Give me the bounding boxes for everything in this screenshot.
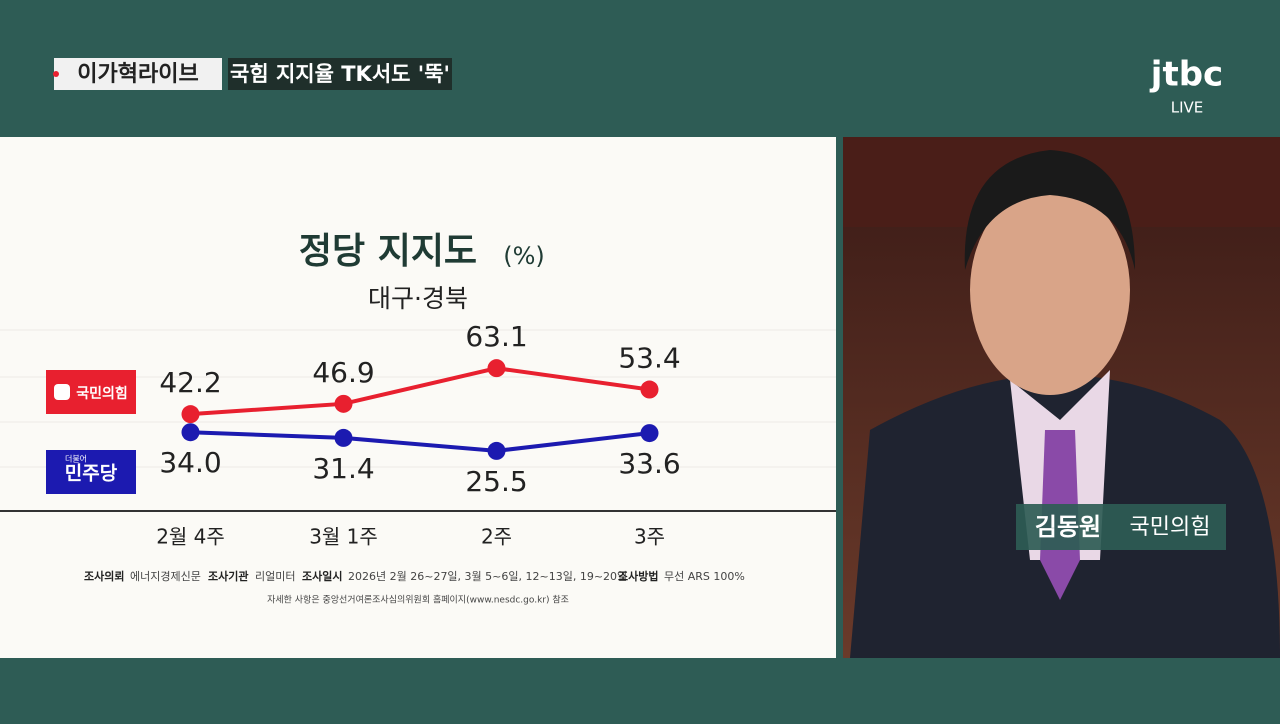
headline-box [228,58,452,90]
x-tick-label: 3주 [634,525,665,549]
legend-label: 국민의힘 [76,385,128,402]
chart-unit: (%) [503,242,545,270]
chart-subtitle: 대구·경북 [368,284,468,313]
survey-text: 에너지경제신문 [130,570,201,583]
chart-panel [0,137,836,658]
legend-note: 더불어 [65,454,87,464]
point [487,441,506,460]
legend-box [46,450,136,494]
chart-title: 정당 지지도 [299,231,477,272]
caption-affiliation: 국민의힘 [1130,515,1211,540]
value-label: 33.6 [618,447,680,480]
survey: 조사의뢰 에너지경제신문 조사기관 리얼미터 조사일시 2026년 2월 26~27일, … [84,569,745,583]
decor-lines [0,329,836,468]
caption-name: 김동원 [1035,513,1101,541]
survey-label: 조사일시 [302,569,342,583]
survey-label: 조사의뢰 [84,569,124,583]
value-label: 46.9 [312,356,374,389]
x-tick-label: 2주 [481,525,512,549]
hair [964,150,1135,270]
survey-note: 자세한 사항은 중앙선거여론조사심의위원회 홈페이지(www.nesdc.go.… [267,594,569,606]
point [181,423,200,442]
point [181,405,200,424]
x-tick-label: 3월 1주 [309,525,378,549]
dot [53,71,59,77]
caption-box [1016,504,1226,550]
headline: 국힘 지지율 TK서도 '뚝' [230,62,450,86]
program-box [54,58,222,90]
series-line [190,430,650,453]
point [640,424,659,443]
logo: jtbc [1149,55,1223,95]
survey-text: 무선 ARS 100% [664,570,745,583]
survey-text: 2026년 2월 26~27일, 3월 5~6일, 12~13일, 19~20일 [348,569,627,583]
survey-label: 조사방법 [618,569,658,583]
point [334,394,353,413]
survey-text: 리얼미터 [255,569,295,583]
point [334,428,353,447]
value-label: 53.4 [618,342,680,375]
legend-label: 민주당 [65,463,118,485]
plot: 2월 4주 3월 1주 2주 3주 국민의힘 42.2 46.9 63.1 53.4 민주당더불어… [46,320,681,549]
value-label: 34.0 [159,446,221,479]
face [970,185,1130,395]
value-label: 25.5 [465,465,527,498]
survey-label: 조사기관 [208,569,248,583]
live: LIVE [1171,99,1204,117]
value-label: 31.4 [312,452,374,485]
x-tick-label: 2월 4주 [156,525,225,549]
point [640,380,659,399]
value-label: 63.1 [465,320,527,353]
program: 이가혁라이브 [77,61,198,87]
value-label: 42.2 [159,366,221,399]
legend-icon [54,384,70,400]
point [487,359,506,378]
series-line [190,366,650,417]
